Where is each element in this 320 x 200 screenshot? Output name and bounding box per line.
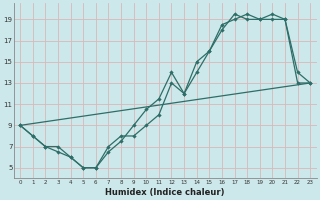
X-axis label: Humidex (Indice chaleur): Humidex (Indice chaleur) (106, 188, 225, 197)
